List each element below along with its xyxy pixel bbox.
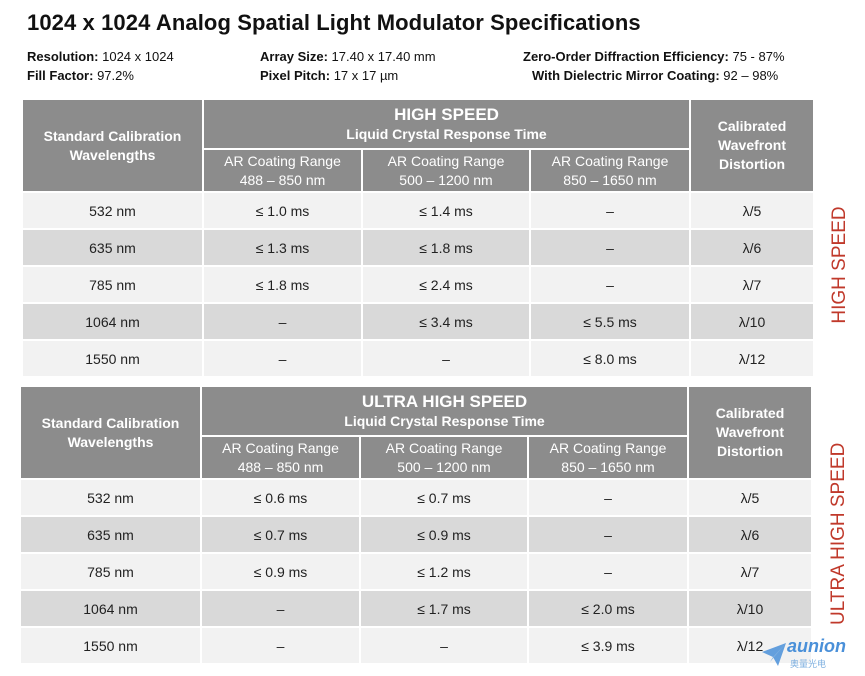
spec-fill-factor: Fill Factor: 97.2%: [27, 68, 134, 83]
cell-response-time: ≤ 2.4 ms: [361, 265, 531, 304]
header-wavefront-distortion: Calibrated Wavefront Distortion: [687, 385, 814, 480]
cell-distortion: λ/5: [689, 191, 816, 230]
subheader-ar-range-1: AR Coating Range 488 – 850 nm: [202, 148, 363, 193]
cell-response-time: –: [200, 589, 361, 628]
cell-response-time: –: [526, 515, 690, 554]
cell-response-time: ≤ 0.7 ms: [359, 478, 529, 517]
cell-response-time: –: [526, 552, 690, 591]
watermark-text: aunion: [787, 636, 846, 656]
cell-distortion: λ/6: [687, 515, 814, 554]
cell-wavelength: 635 nm: [21, 228, 204, 267]
header-wavefront-distortion: Calibrated Wavefront Distortion: [689, 98, 816, 193]
cell-distortion: λ/6: [689, 228, 816, 267]
cell-wavelength: 532 nm: [19, 478, 202, 517]
side-label-ultra-high-speed: ULTRA HIGH SPEED: [828, 442, 849, 625]
cell-wavelength: 1064 nm: [19, 589, 202, 628]
table-row: 532 nm ≤ 1.0 ms ≤ 1.4 ms – λ/5: [21, 191, 816, 230]
cell-response-time: –: [200, 626, 361, 665]
group-subtitle: Liquid Crystal Response Time: [344, 413, 545, 429]
side-label-high-speed: HIGH SPEED: [829, 206, 850, 324]
table-row: 1064 nm – ≤ 3.4 ms ≤ 5.5 ms λ/10: [21, 302, 816, 341]
cell-response-time: ≤ 0.6 ms: [200, 478, 361, 517]
cell-distortion: λ/5: [687, 478, 814, 517]
cell-response-time: ≤ 3.4 ms: [361, 302, 531, 341]
header-wavelengths: Standard Calibration Wavelengths: [21, 98, 204, 193]
header-group-ultra-high-speed: ULTRA HIGH SPEED Liquid Crystal Response…: [199, 385, 690, 437]
cell-response-time: ≤ 1.8 ms: [361, 228, 531, 267]
cell-response-time: –: [528, 265, 692, 304]
cell-response-time: –: [526, 478, 690, 517]
cell-distortion: λ/10: [689, 302, 816, 341]
cell-response-time: –: [528, 228, 692, 267]
spec-dielectric-coating: With Dielectric Mirror Coating: 92 – 98%: [532, 68, 779, 83]
spec-zero-order-efficiency: Zero-Order Diffraction Efficiency: 75 - …: [523, 49, 785, 64]
cell-distortion: λ/12: [689, 339, 816, 378]
table-row: 785 nm ≤ 0.9 ms ≤ 1.2 ms – λ/7: [19, 552, 814, 591]
cell-response-time: ≤ 1.0 ms: [202, 191, 363, 230]
group-title: ULTRA HIGH SPEED: [361, 392, 528, 411]
ultra-high-speed-table: Standard Calibration Wavelengths ULTRA H…: [19, 385, 814, 665]
table-row: 635 nm ≤ 0.7 ms ≤ 0.9 ms – λ/6: [19, 515, 814, 554]
header-group-high-speed: HIGH SPEED Liquid Crystal Response Time: [201, 98, 692, 150]
cell-wavelength: 1064 nm: [21, 302, 204, 341]
cell-distortion: λ/10: [687, 589, 814, 628]
cell-distortion: λ/12: [687, 626, 814, 665]
cell-wavelength: 1550 nm: [19, 626, 202, 665]
cell-wavelength: 635 nm: [19, 515, 202, 554]
cell-distortion: λ/7: [687, 552, 814, 591]
group-subtitle: Liquid Crystal Response Time: [346, 126, 547, 142]
cell-response-time: ≤ 1.2 ms: [359, 552, 529, 591]
subheader-ar-range-3: AR Coating Range 850 – 1650 nm: [528, 148, 692, 193]
table-row: 1064 nm – ≤ 1.7 ms ≤ 2.0 ms λ/10: [19, 589, 814, 628]
cell-response-time: –: [359, 626, 529, 665]
high-speed-table: Standard Calibration Wavelengths HIGH SP…: [21, 98, 816, 378]
cell-wavelength: 532 nm: [21, 191, 204, 230]
cell-response-time: ≤ 5.5 ms: [528, 302, 692, 341]
cell-response-time: ≤ 1.8 ms: [202, 265, 363, 304]
cell-response-time: ≤ 8.0 ms: [528, 339, 692, 378]
cell-response-time: –: [361, 339, 531, 378]
cell-response-time: ≤ 0.7 ms: [200, 515, 361, 554]
spec-pixel-pitch: Pixel Pitch: 17 x 17 µm: [260, 68, 399, 83]
group-title: HIGH SPEED: [394, 105, 499, 124]
cell-response-time: ≤ 1.7 ms: [359, 589, 529, 628]
watermark-logo: aunion 奥量光电: [760, 636, 860, 672]
table-row: 785 nm ≤ 1.8 ms ≤ 2.4 ms – λ/7: [21, 265, 816, 304]
spec-array-size: Array Size: 17.40 x 17.40 mm: [260, 49, 436, 64]
cell-wavelength: 1550 nm: [21, 339, 204, 378]
page-title: 1024 x 1024 Analog Spatial Light Modulat…: [27, 10, 641, 35]
cell-response-time: –: [528, 191, 692, 230]
table-row: 1550 nm – – ≤ 3.9 ms λ/12: [19, 626, 814, 665]
cell-response-time: –: [202, 302, 363, 341]
cell-response-time: ≤ 0.9 ms: [359, 515, 529, 554]
cell-response-time: ≤ 3.9 ms: [526, 626, 690, 665]
table-row: 635 nm ≤ 1.3 ms ≤ 1.8 ms – λ/6: [21, 228, 816, 267]
subheader-ar-range-3: AR Coating Range 850 – 1650 nm: [526, 435, 690, 480]
cell-response-time: ≤ 1.3 ms: [202, 228, 363, 267]
cell-wavelength: 785 nm: [19, 552, 202, 591]
cell-response-time: ≤ 2.0 ms: [526, 589, 690, 628]
cell-response-time: –: [202, 339, 363, 378]
subheader-ar-range-2: AR Coating Range 500 – 1200 nm: [359, 435, 529, 480]
subheader-ar-range-1: AR Coating Range 488 – 850 nm: [200, 435, 361, 480]
spec-resolution: Resolution: 1024 x 1024: [27, 49, 174, 64]
cell-wavelength: 785 nm: [21, 265, 204, 304]
watermark-subtext: 奥量光电: [790, 659, 827, 669]
cell-response-time: ≤ 0.9 ms: [200, 552, 361, 591]
table-row: 1550 nm – – ≤ 8.0 ms λ/12: [21, 339, 816, 378]
cell-distortion: λ/7: [689, 265, 816, 304]
header-wavelengths: Standard Calibration Wavelengths: [19, 385, 202, 480]
table-row: 532 nm ≤ 0.6 ms ≤ 0.7 ms – λ/5: [19, 478, 814, 517]
paper-plane-icon: [762, 643, 786, 666]
subheader-ar-range-2: AR Coating Range 500 – 1200 nm: [361, 148, 531, 193]
cell-response-time: ≤ 1.4 ms: [361, 191, 531, 230]
